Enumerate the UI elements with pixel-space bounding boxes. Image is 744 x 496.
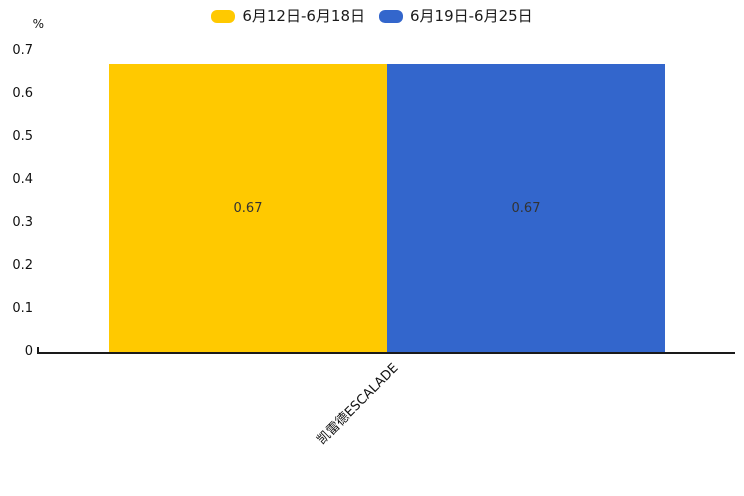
legend-item-week1[interactable]: 6月12日-6月18日	[211, 6, 365, 26]
y-tick-label: 0.3	[12, 215, 33, 230]
y-tick-label: 0.7	[12, 43, 33, 58]
y-tick-label: 0.6	[12, 86, 33, 101]
x-axis-line	[37, 352, 735, 354]
legend-swatch-week1	[211, 9, 236, 23]
bar-value-label-week2: 0.67	[511, 200, 541, 216]
y-tick-label: 0.2	[12, 258, 33, 273]
y-tick-label: 0.5	[12, 129, 33, 144]
x-category-label: 凯雷德ESCALADE	[314, 360, 402, 448]
legend-swatch-week2	[379, 9, 403, 23]
bar-week2[interactable]: 0.67	[387, 64, 665, 352]
x-axis-tick	[37, 347, 39, 353]
y-tick-label: 0	[24, 344, 33, 359]
bar-value-label-week1: 0.67	[233, 200, 263, 216]
legend-label-week1: 6月12日-6月18日	[242, 7, 365, 25]
y-tick-label: 0.4	[12, 172, 33, 187]
y-axis-unit-label: %	[32, 17, 44, 31]
legend-item-week2[interactable]: 6月19日-6月25日	[379, 6, 533, 26]
y-tick-label: 0.1	[12, 301, 33, 316]
bar-week1[interactable]: 0.67	[109, 64, 387, 352]
legend-label-week2: 6月19日-6月25日	[410, 7, 533, 25]
legend: 6月12日-6月18日 6月19日-6月25日	[0, 6, 744, 26]
